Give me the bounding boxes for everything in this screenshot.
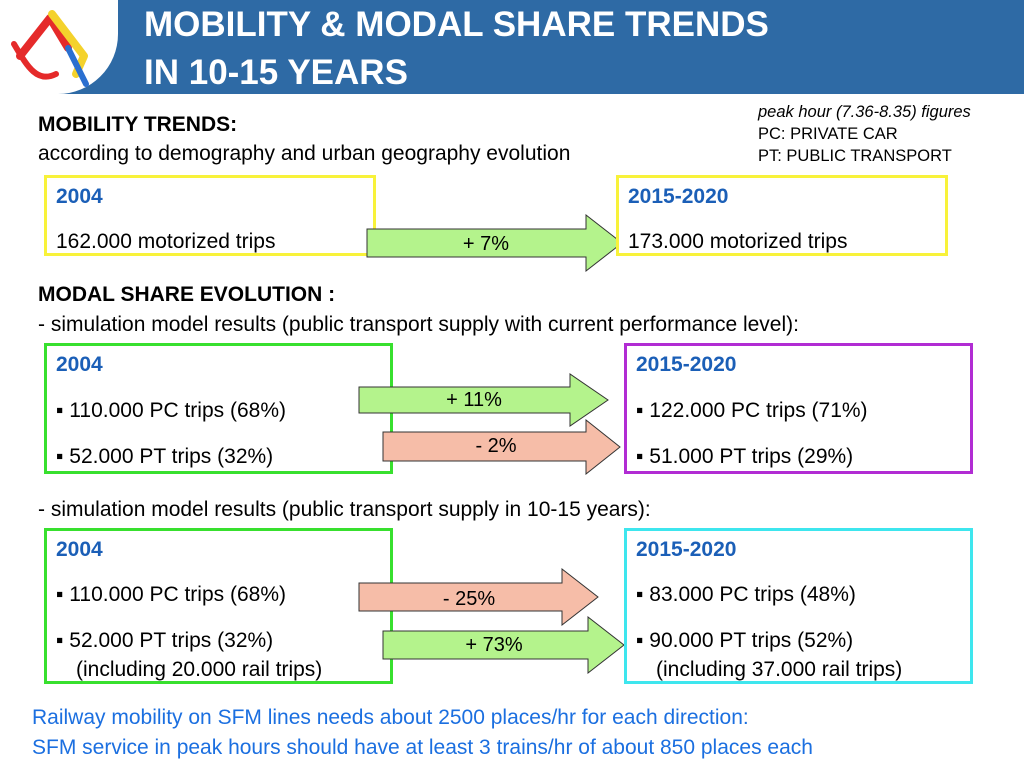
arrow-shape (358, 373, 609, 427)
pc-trips: ▪ 122.000 PC trips (71%) (636, 399, 868, 422)
legend-notes: peak hour (7.36-8.35) figures PC: PRIVAT… (758, 101, 971, 167)
arrow-label: + 11% (446, 389, 502, 411)
pc-trips: ▪ 110.000 PC trips (68%) (56, 583, 286, 606)
pt-trips: ▪ 51.000 PT trips (29%) (636, 445, 854, 468)
mobility-trends-subheading: according to demography and urban geogra… (38, 142, 571, 165)
rail-trips: (including 20.000 rail trips) (76, 658, 323, 681)
footer-line-1: Railway mobility on SFM lines needs abou… (32, 706, 749, 729)
modal-pc-change-arrow: + 11% (358, 373, 610, 427)
logo-icon (11, 10, 89, 87)
future-pt-change-arrow: + 73% (382, 616, 626, 674)
logo-area (0, 0, 118, 94)
footer-line-2: SFM service in peak hours should have at… (32, 736, 813, 759)
arrow-shape (382, 616, 625, 674)
mobility-trends-heading: MOBILITY TRENDS: (38, 113, 238, 136)
arrow-label: - 25% (442, 588, 496, 610)
year-label: 2015-2020 (636, 538, 737, 561)
year-label: 2004 (56, 538, 103, 561)
modal-share-subheading: - simulation model results (public trans… (38, 313, 799, 336)
pt-trips: ▪ 52.000 PT trips (32%) (56, 629, 274, 652)
future-2015-box: 2015-2020 ▪ 83.000 PC trips (48%) ▪ 90.0… (624, 528, 973, 684)
arrow-label: + 7% (462, 233, 510, 255)
future-2004-box: 2004 ▪ 110.000 PC trips (68%) ▪ 52.000 P… (44, 528, 393, 684)
arrow-label: - 2% (475, 435, 517, 457)
future-supply-subheading: - simulation model results (public trans… (38, 498, 651, 521)
rail-trips: (including 37.000 rail trips) (656, 658, 903, 681)
arrow-shape (382, 419, 621, 475)
pt-abbreviation-note: PT: PUBLIC TRANSPORT (758, 147, 952, 165)
mobility-2004-box: 2004 162.000 motorized trips (44, 175, 376, 256)
trips-value: 162.000 motorized trips (56, 230, 276, 253)
pc-abbreviation-note: PC: PRIVATE CAR (758, 125, 898, 143)
year-label: 2004 (56, 353, 103, 376)
future-pc-change-arrow: - 25% (358, 568, 600, 626)
pc-trips: ▪ 110.000 PC trips (68%) (56, 399, 286, 422)
mobility-2015-box: 2015-2020 173.000 motorized trips (616, 175, 948, 256)
arrow-shape (366, 214, 623, 272)
peak-hour-note: peak hour (7.36-8.35) figures (758, 103, 971, 121)
arrow-shape (358, 568, 599, 626)
year-label: 2015-2020 (628, 185, 729, 208)
year-label: 2015-2020 (636, 353, 737, 376)
trips-value: 173.000 motorized trips (628, 230, 848, 253)
modal-2004-box: 2004 ▪ 110.000 PC trips (68%) ▪ 52.000 P… (44, 343, 393, 474)
modal-2015-box: 2015-2020 ▪ 122.000 PC trips (71%) ▪ 51.… (624, 343, 973, 474)
modal-share-heading: MODAL SHARE EVOLUTION : (38, 283, 336, 306)
mobility-change-arrow: + 7% (366, 214, 624, 272)
pt-trips: ▪ 52.000 PT trips (32%) (56, 445, 274, 468)
page-title-line-2: IN 10-15 YEARS (144, 53, 408, 92)
modal-pt-change-arrow: - 2% (382, 419, 622, 475)
pc-trips: ▪ 83.000 PC trips (48%) (636, 583, 856, 606)
page-title-line-1: MOBILITY & MODAL SHARE TRENDS (144, 5, 769, 44)
year-label: 2004 (56, 185, 103, 208)
title-bar: MOBILITY & MODAL SHARE TRENDS IN 10-15 Y… (0, 0, 1024, 94)
arrow-label: + 73% (465, 634, 523, 656)
pt-trips: ▪ 90.000 PT trips (52%) (636, 629, 854, 652)
